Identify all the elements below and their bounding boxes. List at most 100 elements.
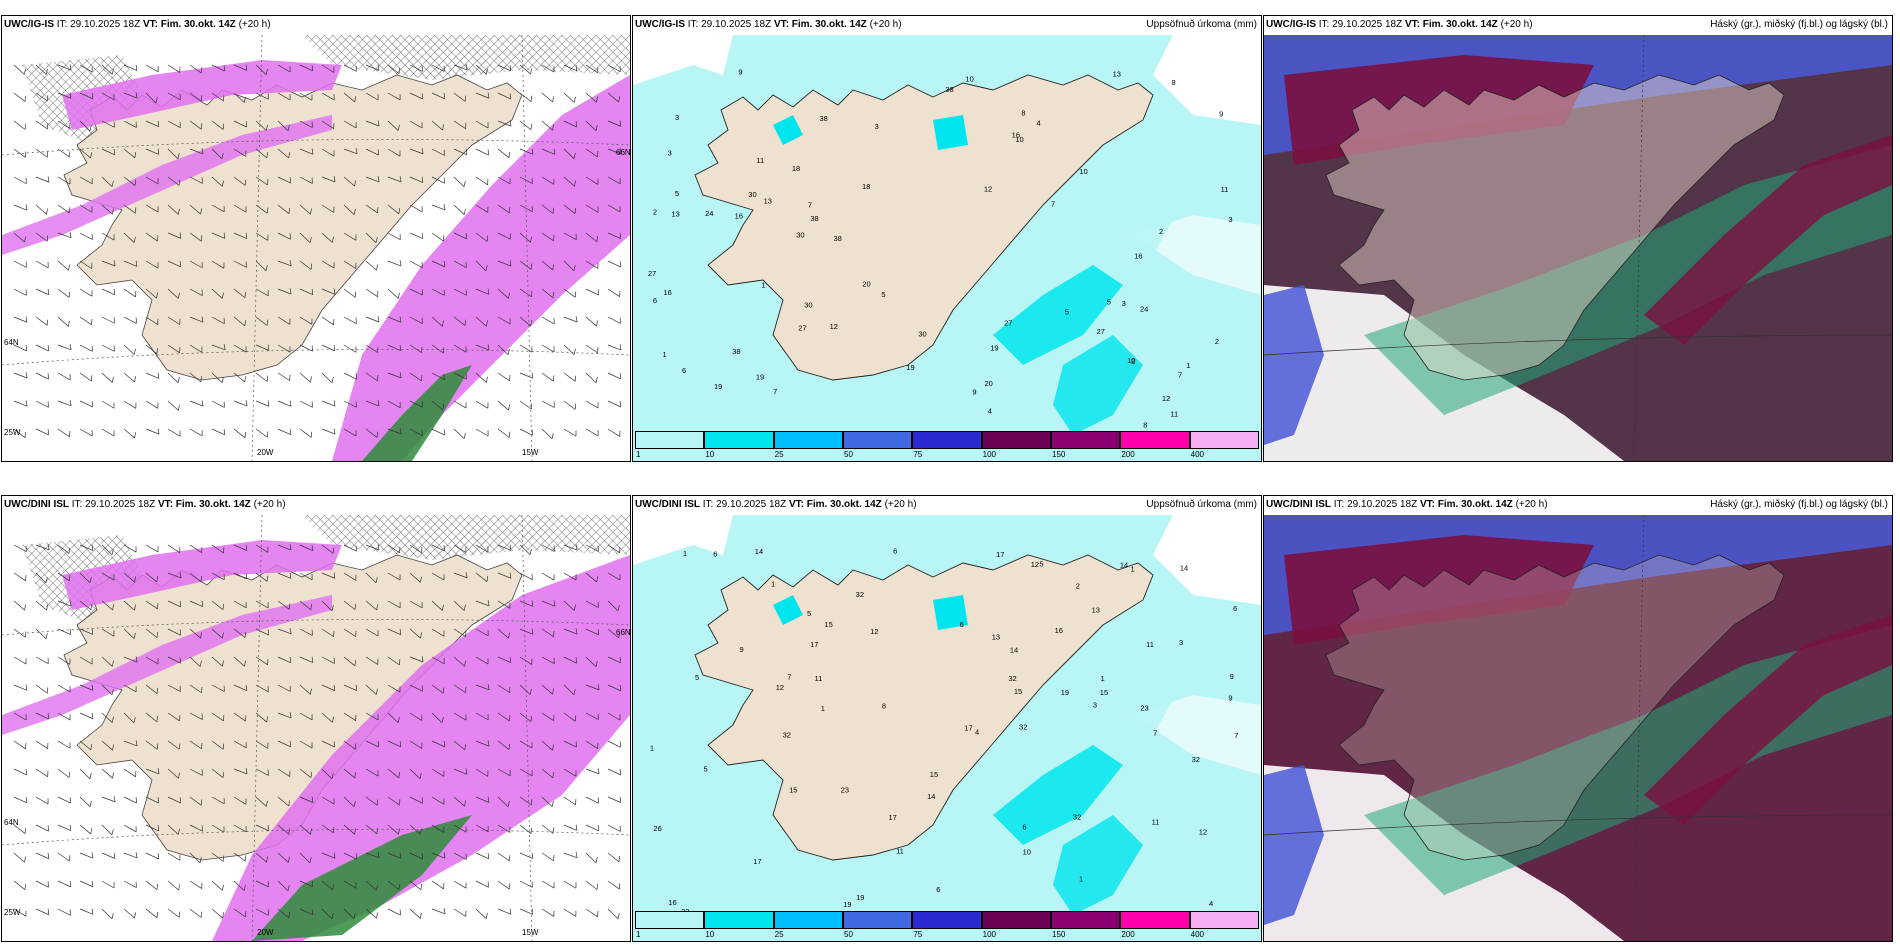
map-grid-label: 25W (4, 908, 21, 917)
precip-value-label: 7 (787, 673, 791, 682)
precip-value-label: 6 (960, 620, 964, 629)
precip-value-label: 12 (984, 184, 992, 193)
map-grid-label: 15W (522, 448, 539, 457)
precip-value-label: 19 (1061, 688, 1069, 697)
precip-value-label: 32 (1008, 674, 1016, 683)
precip-value-label: 8 (1143, 421, 1147, 430)
model-name: UWC/DINI ISL (4, 499, 69, 510)
precip-value-label: 15 (930, 770, 938, 779)
precip-value-label: 2 (1159, 227, 1163, 236)
panel-bottom-right: UWC/DINI ISL IT: 29.10.2025 18Z VT: Fim.… (1263, 495, 1893, 942)
precip-value-label: 13 (671, 209, 679, 218)
precip-value-label: 32 (783, 730, 791, 739)
precip-value-label: 30 (796, 230, 804, 239)
colorbar-tick-label: 50 (844, 450, 853, 459)
colorbar-tick-label: 10 (705, 450, 715, 459)
precip-accumulation-map: 1092038101219101381611308527249267192753… (633, 35, 1261, 461)
precip-value-label: 11 (1152, 817, 1160, 826)
colorbar-swatch (704, 911, 774, 929)
precip-value-label: 16 (1012, 131, 1020, 140)
precip-value-label: 1 (1131, 565, 1135, 574)
precip-value-label: 11 (815, 674, 823, 683)
precip-value-label: 19 (756, 372, 764, 381)
colorbar-swatch (773, 431, 843, 449)
precip-value-label: 3 (1093, 701, 1097, 710)
colorbar-tick-label: 100 (982, 450, 997, 459)
precip-value-label: 1 (662, 350, 666, 359)
map-grid-label: 66N (616, 628, 630, 637)
precip-value-label: 14 (755, 547, 763, 556)
init-time: IT: 29.10.2025 18Z (71, 499, 156, 510)
colorbar-swatch (912, 911, 982, 929)
precip-value-label: 11 (896, 846, 904, 855)
map-grid-label: 64N (4, 338, 19, 347)
colorbar-tick-label: 150 (1052, 450, 1066, 459)
precip-value-label: 12 (830, 322, 838, 331)
precip-type-wind-map: 20W 15W 66N 64N 25W (2, 35, 630, 461)
precip-value-label: 6 (936, 885, 940, 894)
precip-value-label: 10 (1127, 356, 1135, 365)
map-grid-label: 20W (257, 448, 274, 457)
precip-value-label: 8 (882, 702, 886, 711)
precip-value-label: 14 (1010, 645, 1018, 654)
panel-field-label: Háský (gr.), miðský (fj.bl.) og lágský (… (1710, 499, 1888, 510)
precip-value-label: 12 (776, 683, 784, 692)
valid-time: VT: Fim. 30.okt. 14Z (788, 499, 882, 510)
colorbar-swatch (1189, 911, 1259, 929)
colorbar-tick-label: 400 (1190, 930, 1205, 939)
precip-value-label: 2 (653, 207, 657, 216)
precip-value-label: 19 (714, 382, 722, 391)
precip-value-label: 11 (1170, 410, 1178, 419)
panel-field-label: Uppsöfnuð úrkoma (mm) (1146, 19, 1257, 30)
init-time: IT: 29.10.2025 18Z (687, 19, 772, 30)
cloud-cover-map (1264, 515, 1892, 941)
precip-value-label: 4 (975, 728, 979, 737)
precip-value-label: 2 (1131, 357, 1135, 366)
precip-value-label: 9 (739, 645, 743, 654)
colorbar-swatch (704, 431, 774, 449)
precip-value-label: 1 (1186, 361, 1190, 370)
iceland-landmass (694, 74, 1154, 381)
precip-value-label: 4 (988, 406, 992, 415)
colorbar-tick-label: 75 (913, 930, 923, 939)
precip-value-label: 9 (1219, 109, 1223, 118)
colorbar-tick-label: 25 (774, 450, 784, 459)
precip-value-label: 1 (683, 549, 687, 558)
precip-value-label: 14 (927, 792, 935, 801)
init-time: IT: 29.10.2025 18Z (1333, 499, 1418, 510)
precip-value-label: 5 (675, 189, 679, 198)
precip-value-label: 10 (1079, 167, 1087, 176)
precip-value-label: 15 (1100, 688, 1108, 697)
precip-value-label: 13 (1113, 70, 1121, 79)
precip-value-label: 19 (856, 893, 864, 902)
colorbar-swatch (843, 431, 913, 449)
precip-value-label: 6 (713, 549, 717, 558)
colorbar-tick-label: 1 (636, 450, 641, 459)
precip-value-label: 27 (648, 269, 656, 278)
lead-time: (+20 h) (238, 19, 271, 30)
precip-value-label: 38 (820, 114, 828, 123)
precip-value-label: 16 (1055, 626, 1063, 635)
cloud-cover-map (1264, 35, 1892, 461)
colorbar-swatch (1189, 431, 1259, 449)
lead-time: (+20 h) (884, 499, 917, 510)
lead-time: (+20 h) (1500, 19, 1533, 30)
precip-value-label: 24 (705, 209, 713, 218)
precip-value-label: 1 (762, 280, 766, 289)
precip-value-label: 15 (824, 620, 832, 629)
map-grid-label: 25W (4, 428, 21, 437)
precip-value-label: 18 (862, 182, 870, 191)
colorbar-swatch (773, 911, 843, 929)
colorbar-tick-label: 200 (1121, 450, 1135, 459)
precip-value-label: 11 (1146, 640, 1154, 649)
precip-value-label: 9 (972, 388, 976, 397)
init-time: IT: 29.10.2025 18Z (702, 499, 787, 510)
precip-value-label: 10 (965, 74, 973, 83)
panel-title: UWC/IG-IS IT: 29.10.2025 18Z VT: Fim. 30… (1266, 19, 1533, 31)
precip-value-label: 5 (703, 765, 707, 774)
panel-bottom-left: UWC/DINI ISL IT: 29.10.2025 18Z VT: Fim.… (1, 495, 631, 942)
panel-title: UWC/IG-IS IT: 29.10.2025 18Z VT: Fim. 30… (4, 19, 271, 31)
precip-value-label: 13 (992, 633, 1000, 642)
precip-value-label: 5 (881, 290, 885, 299)
precip-value-label: 1 (650, 744, 654, 753)
